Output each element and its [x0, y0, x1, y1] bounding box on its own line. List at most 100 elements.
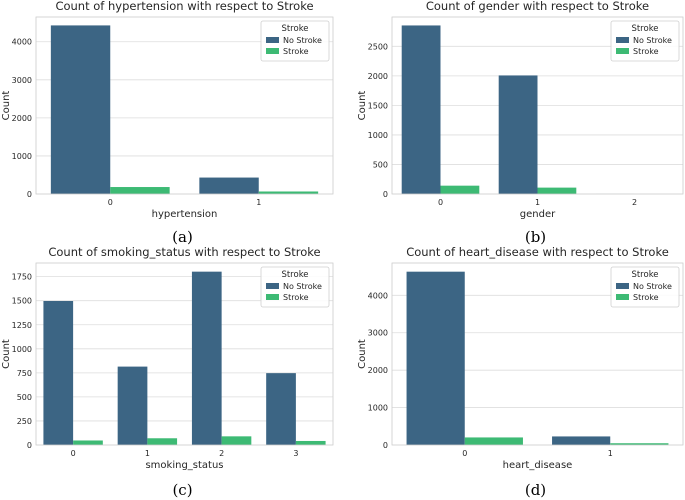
y-axis-label: Count — [357, 339, 368, 369]
y-tick-label: 2000 — [368, 366, 388, 375]
x-tick-label: 1 — [145, 449, 150, 458]
legend-title: Stroke — [631, 270, 658, 280]
bar-no-stroke-2 — [191, 271, 222, 445]
subfigure-caption: (c) — [172, 481, 192, 499]
legend-label: Stroke — [283, 47, 309, 56]
legend-label: No Stroke — [633, 36, 672, 45]
legend-label: Stroke — [633, 47, 659, 56]
bar-no-stroke-1 — [552, 436, 611, 445]
legend-title: Stroke — [281, 24, 308, 34]
bar-stroke-1 — [537, 187, 577, 194]
bar-no-stroke-0 — [50, 25, 111, 194]
y-axis-label: Count — [1, 91, 12, 121]
y-tick-label: 0 — [27, 441, 32, 450]
y-tick-label: 1750 — [12, 273, 32, 282]
bar-no-stroke-0 — [43, 301, 74, 445]
chart-panel-3: 0 1 0 1000 2000 3000 4000 Count of heart_diseas… — [357, 245, 684, 471]
legend-label: Stroke — [283, 293, 309, 302]
bar-no-stroke-3 — [266, 373, 296, 445]
bar-stroke-1 — [258, 191, 319, 194]
bar-stroke-1 — [610, 443, 669, 445]
x-tick-label: 2 — [632, 198, 637, 207]
y-tick-label: 2000 — [12, 114, 32, 123]
subfigure-caption: (d) — [525, 481, 546, 499]
legend-label: No Stroke — [283, 282, 322, 291]
x-tick-label: 2 — [219, 449, 224, 458]
legend-swatch-stroke — [616, 48, 629, 54]
x-axis-label: smoking_status — [145, 460, 223, 471]
legend-swatch-stroke — [616, 294, 629, 300]
x-tick-label: 0 — [438, 198, 443, 207]
bar-no-stroke-0 — [401, 25, 441, 195]
y-tick-label: 1250 — [12, 321, 32, 330]
y-tick-label: 1500 — [12, 297, 32, 306]
chart-panel-2: 0 1 2 3 0 250 500 750 1000 1250 1500 1750 Count of s… — [1, 245, 334, 471]
legend-swatch-no-stroke — [266, 37, 279, 43]
bar-no-stroke-1 — [498, 75, 538, 194]
y-tick-label: 1000 — [368, 404, 388, 413]
bar-stroke-1 — [147, 438, 178, 445]
y-tick-label: 250 — [17, 417, 32, 426]
y-tick-label: 2000 — [368, 72, 388, 81]
y-tick-label: 4000 — [368, 291, 388, 300]
legend: Stroke No Stroke Stroke — [260, 266, 330, 308]
legend: Stroke No Stroke Stroke — [610, 266, 680, 308]
bar-stroke-0 — [110, 187, 170, 194]
bar-no-stroke-1 — [199, 177, 259, 194]
x-tick-label: 0 — [71, 449, 76, 458]
legend-title: Stroke — [631, 24, 658, 34]
subfigure-caption: (a) — [172, 228, 193, 246]
legend: Stroke No Stroke Stroke — [610, 20, 680, 62]
legend-swatch-no-stroke — [616, 37, 629, 43]
y-tick-label: 500 — [17, 393, 32, 402]
chart-panel-1: 0 1 2 0 500 1000 1500 2000 2500 Count of gender w… — [357, 0, 684, 220]
bar-no-stroke-0 — [406, 271, 465, 445]
bar-stroke-2 — [221, 436, 252, 445]
x-axis-label: gender — [520, 209, 556, 220]
y-tick-label: 1000 — [12, 345, 32, 354]
chart-panel-0: 0 1 0 1000 2000 3000 4000 Count of hypertension… — [1, 0, 334, 220]
chart-title: Count of smoking_status with respect to … — [48, 245, 320, 259]
chart-title: Count of hypertension with respect to St… — [55, 0, 313, 13]
chart-title: Count of gender with respect to Stroke — [426, 0, 649, 13]
x-tick-label: 1 — [256, 198, 261, 207]
legend-swatch-stroke — [266, 294, 279, 300]
legend-label: No Stroke — [283, 36, 322, 45]
bar-no-stroke-1 — [117, 366, 148, 445]
legend-swatch-stroke — [266, 48, 279, 54]
y-tick-label: 2500 — [368, 42, 388, 51]
bar-stroke-0 — [440, 185, 480, 194]
legend-label: Stroke — [633, 293, 659, 302]
chart-title: Count of heart_disease with respect to S… — [406, 245, 669, 259]
y-tick-label: 0 — [383, 441, 388, 450]
subfigure-caption: (b) — [525, 228, 546, 246]
y-tick-label: 750 — [17, 369, 32, 378]
legend-label: No Stroke — [633, 282, 672, 291]
y-tick-label: 3000 — [12, 76, 32, 85]
x-tick-label: 1 — [608, 449, 613, 458]
y-tick-label: 0 — [27, 190, 32, 199]
legend-title: Stroke — [281, 270, 308, 280]
x-axis-label: hypertension — [152, 209, 218, 220]
legend: Stroke No Stroke Stroke — [260, 20, 330, 62]
bar-stroke-0 — [464, 437, 523, 445]
x-tick-label: 0 — [462, 449, 467, 458]
y-tick-label: 500 — [373, 160, 388, 169]
x-tick-label: 1 — [535, 198, 540, 207]
y-axis-label: Count — [357, 91, 368, 121]
y-tick-label: 1500 — [368, 101, 388, 110]
x-tick-label: 0 — [108, 198, 113, 207]
y-tick-label: 0 — [383, 190, 388, 199]
axes-frame — [391, 262, 684, 446]
y-tick-label: 1000 — [12, 152, 32, 161]
axes-frame — [35, 262, 334, 446]
legend-swatch-no-stroke — [616, 283, 629, 289]
x-tick-label: 3 — [293, 449, 298, 458]
y-tick-label: 4000 — [12, 38, 32, 47]
bar-stroke-0 — [73, 440, 103, 445]
y-tick-label: 3000 — [368, 329, 388, 338]
axes-frame — [35, 16, 334, 195]
axes-frame — [391, 16, 684, 195]
y-axis-label: Count — [1, 339, 12, 369]
